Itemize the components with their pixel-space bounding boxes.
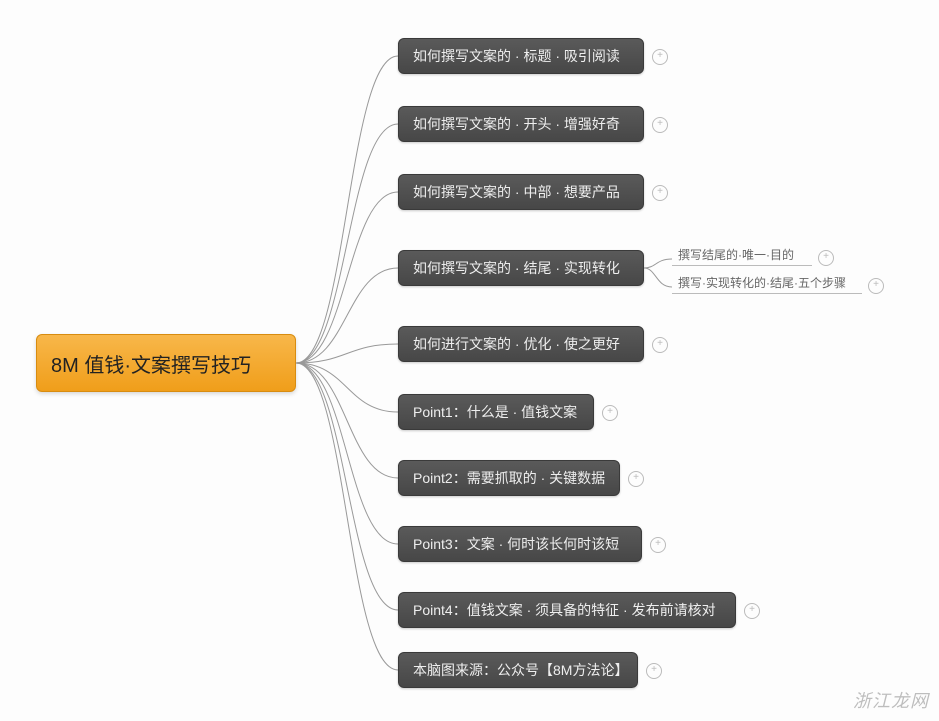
branch-node[interactable]: 如何撰写文案的 · 中部 · 想要产品 (398, 174, 644, 210)
branch-node[interactable]: 如何撰写文案的 · 结尾 · 实现转化 (398, 250, 644, 286)
branch-node[interactable]: Point3：文案 · 何时该长何时该短 (398, 526, 642, 562)
branch-label: 本脑图来源：公众号【8M方法论】 (413, 660, 628, 680)
expand-icon[interactable]: + (628, 471, 644, 487)
expand-icon[interactable]: + (602, 405, 618, 421)
leaf-label: 撰写·实现转化的·结尾·五个步骤 (678, 274, 846, 291)
branch-label: 如何撰写文案的 · 标题 · 吸引阅读 (413, 46, 620, 66)
branch-label: Point3：文案 · 何时该长何时该短 (413, 534, 619, 554)
root-node[interactable]: 8M 值钱·文案撰写技巧 (36, 334, 296, 392)
branch-label: 如何撰写文案的 · 中部 · 想要产品 (413, 182, 620, 202)
expand-icon[interactable]: + (646, 663, 662, 679)
branch-label: Point4：值钱文案 · 须具备的特征 · 发布前请核对 (413, 600, 716, 620)
expand-icon[interactable]: + (652, 337, 668, 353)
branch-label: Point2：需要抓取的 · 关键数据 (413, 468, 605, 488)
expand-icon[interactable]: + (744, 603, 760, 619)
branch-node[interactable]: 本脑图来源：公众号【8M方法论】 (398, 652, 638, 688)
branch-label: Point1：什么是 · 值钱文案 (413, 402, 577, 422)
branch-node[interactable]: 如何进行文案的 · 优化 · 使之更好 (398, 326, 644, 362)
expand-icon[interactable]: + (652, 117, 668, 133)
branch-node[interactable]: 如何撰写文案的 · 标题 · 吸引阅读 (398, 38, 644, 74)
branch-label: 如何进行文案的 · 优化 · 使之更好 (413, 334, 620, 354)
watermark: 浙江龙网 (853, 687, 929, 713)
branch-label: 如何撰写文案的 · 开头 · 增强好奇 (413, 114, 620, 134)
expand-icon[interactable]: + (652, 185, 668, 201)
leaf-node[interactable]: 撰写结尾的·唯一·目的 (672, 244, 812, 266)
branch-node[interactable]: 如何撰写文案的 · 开头 · 增强好奇 (398, 106, 644, 142)
expand-icon[interactable]: + (818, 250, 834, 266)
expand-icon[interactable]: + (868, 278, 884, 294)
leaf-label: 撰写结尾的·唯一·目的 (678, 246, 794, 263)
branch-node[interactable]: Point2：需要抓取的 · 关键数据 (398, 460, 620, 496)
leaf-node[interactable]: 撰写·实现转化的·结尾·五个步骤 (672, 272, 862, 294)
root-label: 8M 值钱·文案撰写技巧 (51, 349, 251, 378)
branch-label: 如何撰写文案的 · 结尾 · 实现转化 (413, 258, 620, 278)
branch-node[interactable]: Point1：什么是 · 值钱文案 (398, 394, 594, 430)
expand-icon[interactable]: + (650, 537, 666, 553)
branch-node[interactable]: Point4：值钱文案 · 须具备的特征 · 发布前请核对 (398, 592, 736, 628)
expand-icon[interactable]: + (652, 49, 668, 65)
